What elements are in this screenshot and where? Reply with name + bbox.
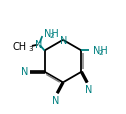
Text: NH: NH <box>93 46 108 56</box>
Text: N: N <box>52 95 59 105</box>
Text: 2: 2 <box>50 33 54 39</box>
Text: 2: 2 <box>98 49 103 55</box>
Text: N: N <box>21 67 29 77</box>
Text: 3: 3 <box>29 45 33 51</box>
Text: CH: CH <box>13 42 27 52</box>
Text: N: N <box>60 35 67 45</box>
Text: N: N <box>85 84 93 94</box>
Text: NH: NH <box>44 29 59 39</box>
Text: N: N <box>35 40 42 50</box>
